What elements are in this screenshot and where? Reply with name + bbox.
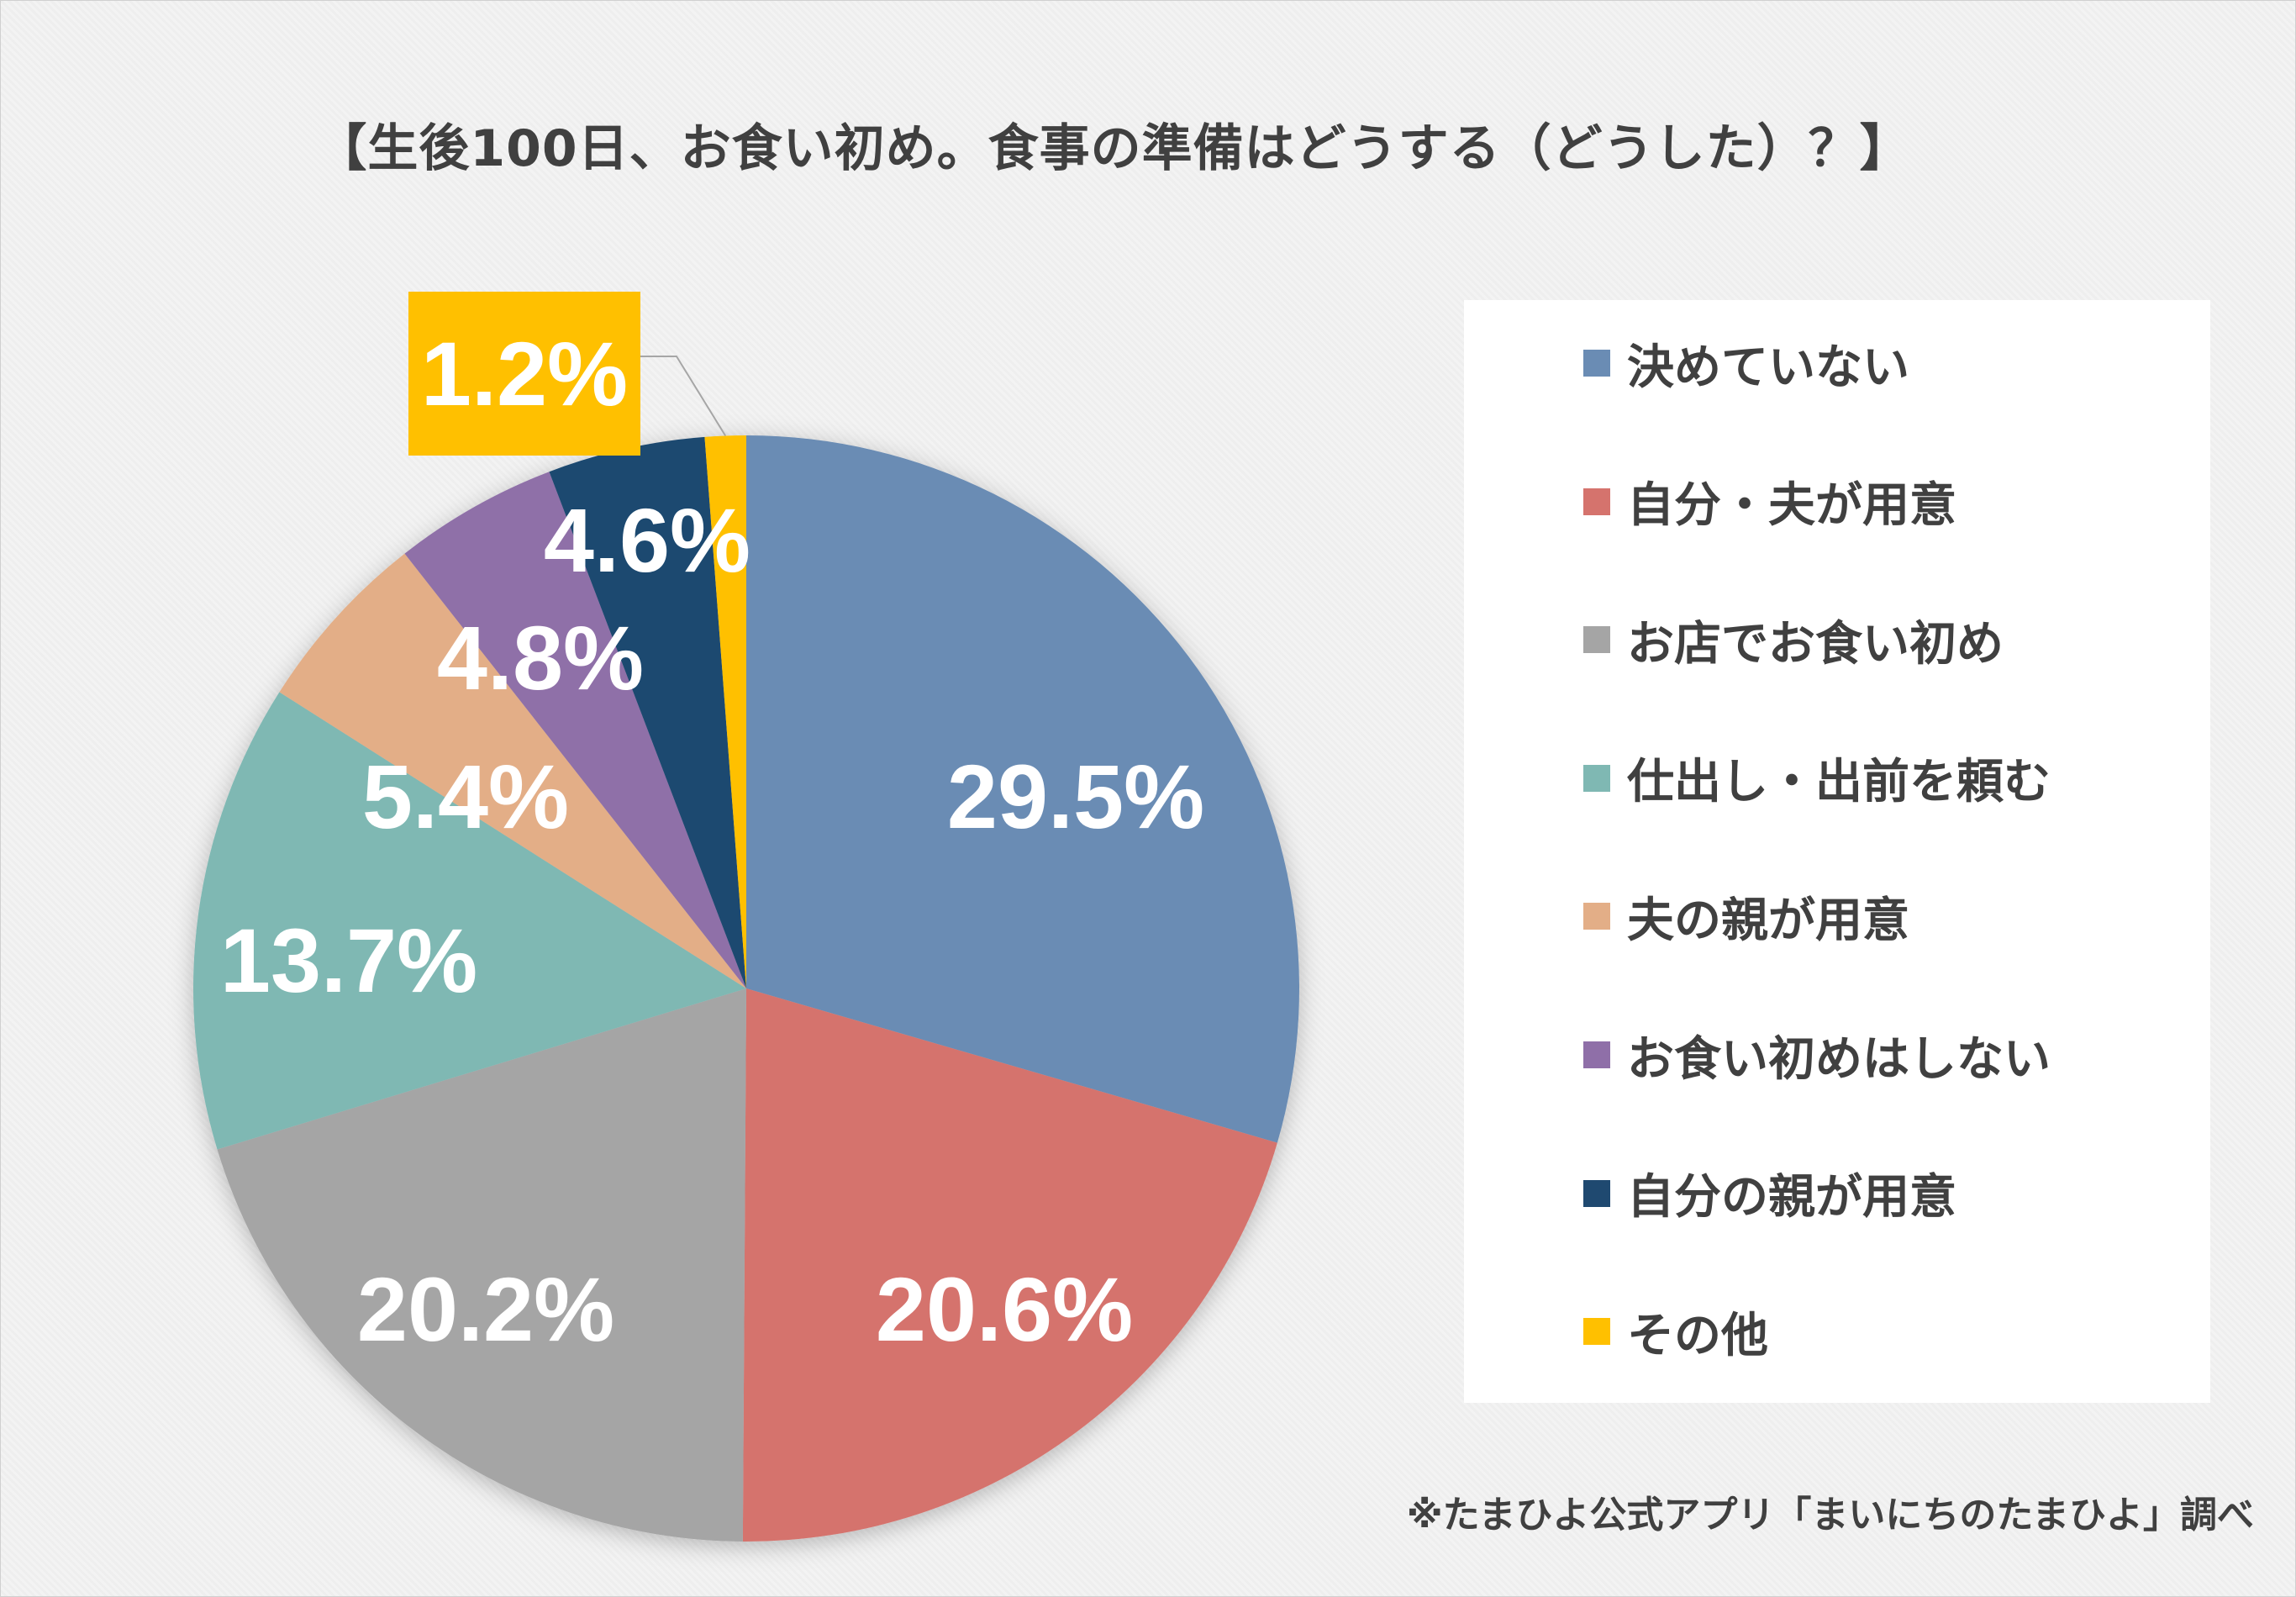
legend-item: 自分の親が用意 [1583, 1160, 1956, 1227]
pie-slice-4 [193, 692, 747, 1150]
legend-item: お食い初めはしない [1583, 1021, 2051, 1088]
pie-slice-6 [404, 472, 746, 988]
legend-label: 夫の親が用意 [1627, 893, 1909, 948]
legend-swatch [1583, 626, 1610, 654]
legend-item: 仕出し・出前を頼む [1583, 745, 2051, 812]
legend-item: その他 [1583, 1298, 1768, 1365]
legend-swatch [1583, 1041, 1610, 1068]
legend-swatch [1583, 903, 1610, 930]
data-label: 29.5% [947, 746, 1204, 847]
data-label: 4.8% [437, 607, 644, 709]
pie-slice-3 [217, 988, 746, 1542]
data-label: 4.6% [544, 489, 750, 591]
data-label: 1.2% [421, 323, 628, 424]
pie-slice-7 [549, 436, 746, 988]
data-label: 20.6% [876, 1258, 1133, 1360]
legend-swatch [1583, 1179, 1610, 1207]
callout-box [408, 292, 640, 456]
legend-label: 自分・夫が用意 [1627, 478, 1956, 534]
legend: 決めていない 自分・夫が用意 お店でお食い初め 仕出し・出前を頼む 夫の親が用意お食い初… [1464, 300, 2210, 1403]
leader-line [640, 356, 727, 436]
legend-label: 自分の親が用意 [1627, 1170, 1956, 1225]
legend-label: お食い初めはしない [1627, 1031, 2051, 1087]
legend-item: 自分・夫が用意 [1583, 468, 1956, 535]
legend-swatch [1583, 488, 1610, 515]
legend-swatch [1583, 764, 1610, 792]
chart-title: 【生後100日、お食い初め。食事の準備はどうする（どうした）？】 [316, 119, 1911, 178]
pie-slice-8 [704, 435, 746, 988]
legend-item: 夫の親が用意 [1583, 883, 1909, 950]
legend-swatch [1583, 350, 1610, 377]
legend-label: お店でお食い初め [1627, 616, 2004, 672]
legend-label: その他 [1627, 1308, 1768, 1363]
data-label: 20.2% [357, 1258, 614, 1360]
legend-label: 仕出し・出前を頼む [1627, 755, 2051, 810]
pie-slice-2 [742, 988, 1277, 1542]
pie-slice-1 [746, 435, 1299, 1143]
legend-item: お店でお食い初め [1583, 606, 2004, 673]
legend-swatch [1583, 1318, 1610, 1346]
legend-label: 決めていない [1627, 340, 1909, 395]
legend-item: 決めていない [1583, 329, 1909, 397]
data-label: 5.4% [362, 746, 569, 847]
data-label: 13.7% [220, 909, 477, 1011]
pie-slice-5 [279, 553, 746, 988]
source-note: ※たまひよ公式アプリ「まいにちのたまひよ」調べ [1406, 1494, 2254, 1536]
